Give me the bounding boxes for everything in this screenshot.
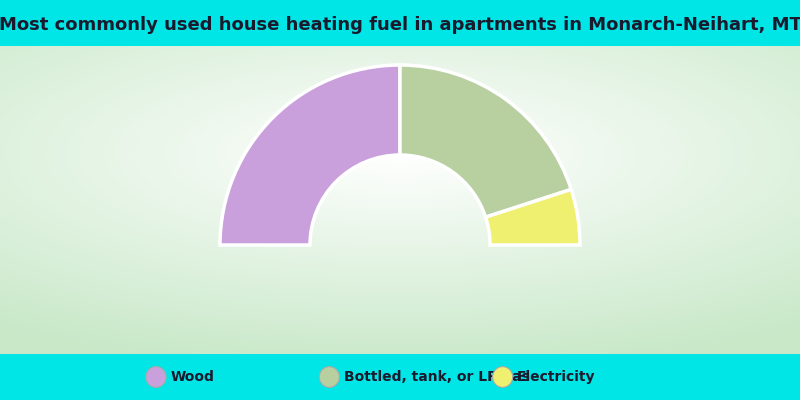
- Ellipse shape: [493, 367, 513, 387]
- Wedge shape: [220, 65, 400, 245]
- Wedge shape: [400, 65, 571, 217]
- Text: Electricity: Electricity: [517, 370, 595, 384]
- Ellipse shape: [146, 367, 166, 387]
- Text: Wood: Wood: [170, 370, 214, 384]
- Ellipse shape: [319, 367, 339, 387]
- Text: Most commonly used house heating fuel in apartments in Monarch-Neihart, MT: Most commonly used house heating fuel in…: [0, 16, 800, 34]
- Wedge shape: [486, 189, 580, 245]
- Text: Bottled, tank, or LP gas: Bottled, tank, or LP gas: [344, 370, 530, 384]
